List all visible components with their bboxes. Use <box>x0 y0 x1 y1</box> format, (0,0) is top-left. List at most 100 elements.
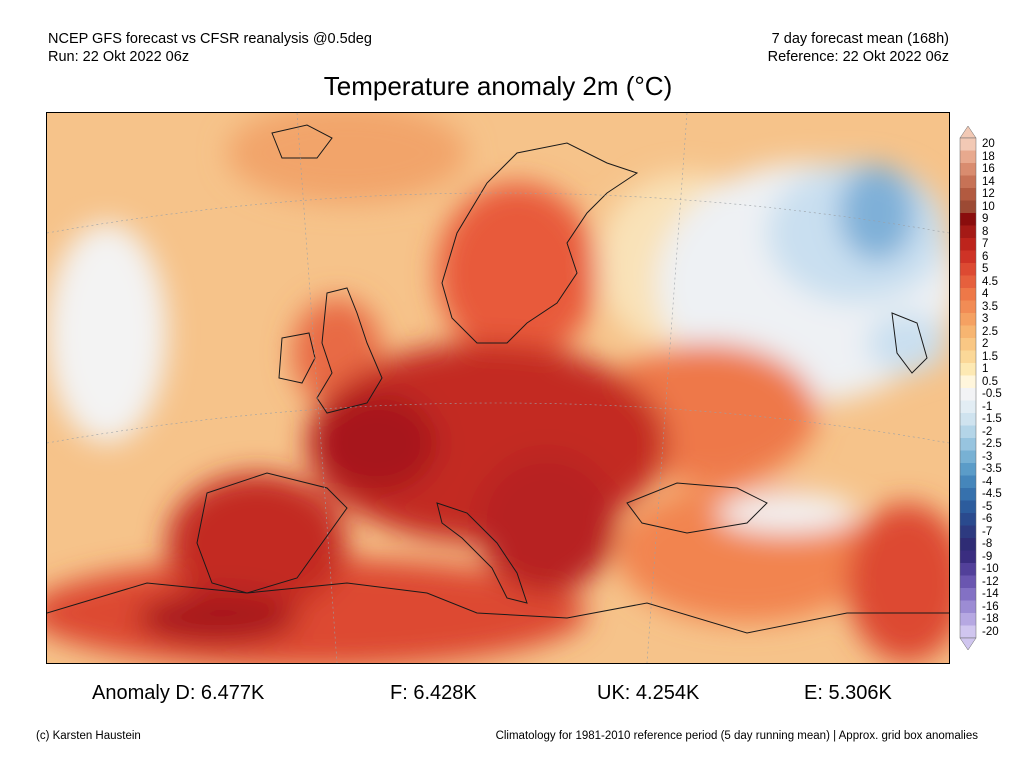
colorbar-swatch <box>960 250 976 264</box>
colorbar-swatch <box>960 513 976 526</box>
forecast-period: 7 day forecast mean (168h) <box>771 31 949 47</box>
great-britain-coast <box>316 287 383 414</box>
colorbar-swatch <box>960 625 976 639</box>
colorbar-tick-label: -20 <box>982 625 999 638</box>
stat-e: E: 5.306K <box>804 682 892 704</box>
colorbar-tick-label: 6 <box>982 250 989 263</box>
black-sea-coast <box>626 482 768 534</box>
colorbar-tick-label: -6 <box>982 513 993 525</box>
colorbar-tick-label: 14 <box>982 175 995 188</box>
colorbar-swatch <box>960 388 976 401</box>
colorbar-tick-label: -12 <box>982 575 999 588</box>
colorbar-swatch <box>960 400 976 414</box>
colorbar-tick-label: 10 <box>982 200 995 213</box>
graticule-line <box>646 113 688 663</box>
colorbar-swatch <box>960 363 976 376</box>
turkey-cool-spots <box>717 493 857 533</box>
colorbar-swatch <box>960 375 976 389</box>
stat-f: F: 6.428K <box>390 682 477 704</box>
stat-uk: UK: 4.254K <box>597 682 700 704</box>
colorbar-swatch <box>960 500 976 514</box>
colorbar-swatch <box>960 213 976 226</box>
caspian-coast <box>891 312 928 374</box>
colorbar-tick-label: 3.5 <box>982 300 998 313</box>
colorbar-tick-label: -2.5 <box>982 438 1002 450</box>
colorbar-arrow-top <box>959 126 977 139</box>
france-very-hot <box>317 393 437 493</box>
colorbar-swatch <box>960 150 976 164</box>
colorbar-swatch <box>960 313 976 326</box>
colorbar-tick-label: 0.5 <box>982 375 998 388</box>
colorbar-tick-label: -4 <box>982 475 993 488</box>
colorbar-tick-label: 9 <box>982 213 989 225</box>
colorbar-tick-label: 2.5 <box>982 325 998 338</box>
coastlines <box>47 124 949 634</box>
colorbar-arrow-bottom <box>959 637 977 650</box>
caspian-cool-area <box>867 313 947 373</box>
colorbar-tick-label: 4.5 <box>982 275 998 288</box>
colorbar-tick-label: -10 <box>982 563 999 575</box>
colorbar-swatch <box>960 538 976 551</box>
colorbar-tick-label: 16 <box>982 163 995 175</box>
graticule-line <box>296 113 338 663</box>
colorbar-tick-label: -18 <box>982 613 999 625</box>
colorbar-swatch <box>960 350 976 364</box>
colorbar-swatch <box>960 288 976 301</box>
colorbar-swatch <box>960 475 976 489</box>
scandinavia-warm <box>437 183 597 363</box>
colorbar-swatch <box>960 163 976 176</box>
colorbar-swatch <box>960 575 976 589</box>
colorbar-swatch <box>960 138 976 151</box>
run-time: Run: 22 Okt 2022 06z <box>48 49 190 65</box>
middle-east-warm <box>847 503 949 663</box>
colorbar-tick-label: -0.5 <box>982 388 1002 400</box>
colorbar-swatch <box>960 525 976 539</box>
colorbar-swatch <box>960 425 976 439</box>
colorbar-tick-label: 1 <box>982 363 989 375</box>
anomaly-map <box>46 112 950 664</box>
scandinavia-coast <box>441 142 639 344</box>
atlantic-mild-area <box>47 223 167 443</box>
colorbar-tick-label: -16 <box>982 600 999 613</box>
colorbar-tick-label: -1.5 <box>982 413 1002 425</box>
colorbar-swatch <box>960 563 976 576</box>
colorbar-tick-label: -8 <box>982 538 993 550</box>
graticule <box>47 113 949 663</box>
header-left: NCEP GFS forecast vs CFSR reanalysis @0.… <box>48 30 372 66</box>
copyright: (c) Karsten Haustein <box>36 730 141 742</box>
russia-cold-core <box>839 165 915 261</box>
colorbar-swatch <box>960 600 976 614</box>
colorbar-tick-label: -9 <box>982 550 993 563</box>
north-africa-coast <box>47 582 949 634</box>
colorbar-swatch <box>960 413 976 426</box>
colorbar-tick-label: -3.5 <box>982 463 1002 475</box>
colorbar-tick-label: 1.5 <box>982 350 998 363</box>
ireland-coast <box>278 332 316 384</box>
colorbar-tick-label: -14 <box>982 588 999 600</box>
colorbar-swatch <box>960 463 976 476</box>
colorbar-swatch <box>960 300 976 314</box>
atlas-very-hot <box>137 593 297 643</box>
colorbar-tick-label: -7 <box>982 525 993 538</box>
colorbar-swatch <box>960 613 976 626</box>
colorbar-swatch <box>960 325 976 339</box>
colorbar-swatch <box>960 275 976 289</box>
anomaly-stats: Anomaly D: 6.477K F: 6.428K UK: 4.254K E… <box>0 680 1024 706</box>
colorbar-swatch <box>960 488 976 501</box>
colorbar-swatch <box>960 175 976 189</box>
map-title: Temperature anomaly 2m (°C) <box>323 71 673 101</box>
colorbar-swatch <box>960 188 976 201</box>
colorbar <box>959 126 977 650</box>
colorbar-tick-label: 4 <box>982 288 989 300</box>
colorbar-swatch <box>960 588 976 601</box>
colorbar-swatch <box>960 438 976 451</box>
iceland-coast <box>271 124 333 159</box>
colorbar-tick-label: -5 <box>982 500 993 513</box>
colorbar-tick-label: -4.5 <box>982 488 1002 500</box>
colorbar-swatch <box>960 238 976 251</box>
colorbar-tick-label: 18 <box>982 150 995 163</box>
climatology-note: Climatology for 1981-2010 reference peri… <box>495 730 978 742</box>
iberia-hot <box>167 473 347 613</box>
colorbar-swatch <box>960 550 976 564</box>
balkans-hot <box>477 453 617 593</box>
